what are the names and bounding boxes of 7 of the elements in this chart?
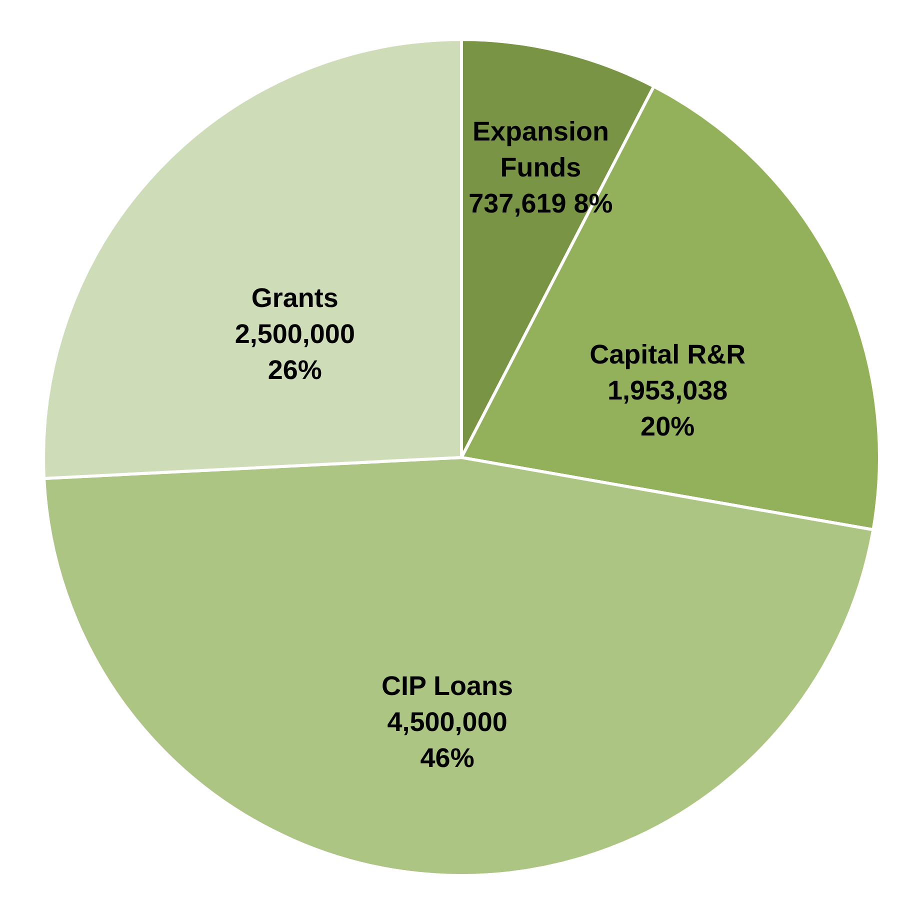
- data-label: 1,953,038 20%: [608, 376, 728, 442]
- data-label: 2,500,000 26%: [234, 319, 355, 386]
- data-label: 4,500,000 46%: [387, 706, 508, 773]
- slice-label: Expansion Funds: [472, 116, 609, 183]
- slice-label: Grants: [251, 283, 338, 314]
- slice-label: Capital R&R: [590, 340, 746, 370]
- slice-label: CIP Loans: [382, 670, 514, 701]
